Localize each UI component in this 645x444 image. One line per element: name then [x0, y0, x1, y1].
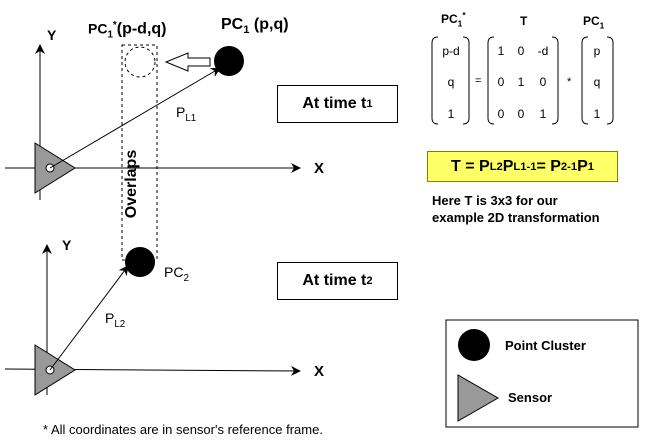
matrix-mid-1-0: 0: [497, 75, 505, 89]
matrix-left-0: p-d: [442, 44, 460, 58]
sensor-bottom-icon: [34, 344, 76, 396]
matrix-times: *: [567, 76, 572, 88]
matrix-right-2: 1: [593, 107, 601, 121]
pc1-star-label: PC1*(p-d,q): [88, 20, 167, 41]
matrix-equals: =: [475, 75, 482, 87]
bracket-left-open: [431, 36, 439, 125]
bracket-right-open: [581, 36, 589, 125]
legend-sensor-icon: [457, 374, 500, 422]
matrix-header-left: PC1*: [441, 10, 466, 29]
matrix-mid-0-1: 0: [517, 44, 525, 58]
vector-pl1: [49, 67, 221, 169]
bracket-right-close: [606, 36, 614, 125]
pl2-label: PL2: [105, 310, 126, 330]
matrix-header-right: PC1: [583, 14, 605, 31]
sensor-top-icon: [34, 142, 76, 194]
matrix-mid-1-1: 1: [517, 75, 525, 89]
bracket-mid-close: [551, 36, 559, 125]
matrix-mid-0-0: 1: [497, 44, 505, 58]
matrix-mid-2-2: 1: [539, 107, 547, 121]
transform-formula: T = P L2 P L1 -1 = P 2 -1 P 1: [427, 151, 618, 182]
note-text: Here T is 3x3 for our example 2D transfo…: [432, 193, 600, 225]
x-axis-top-label: X: [314, 160, 325, 177]
y-axis-top-label: Y: [47, 27, 57, 43]
matrix-mid-2-0: 0: [497, 107, 505, 121]
matrix-mid-2-1: 0: [517, 107, 525, 121]
matrix-left-1: q: [447, 75, 455, 89]
x-axis-bottom-label: X: [314, 363, 325, 380]
bracket-left-close: [462, 36, 470, 125]
point-cluster-pc1-star: [124, 46, 156, 78]
vector-pl2: [49, 265, 129, 371]
bracket-mid-open: [487, 36, 495, 125]
legend-point-cluster-icon: [458, 329, 490, 361]
point-cluster-pc1: [214, 46, 244, 76]
legend-sensor-label: Sensor: [508, 390, 553, 405]
legend-point-cluster-label: Point Cluster: [505, 338, 586, 353]
matrix-header-mid: T: [520, 14, 528, 28]
translation-arrow-icon: [164, 52, 211, 72]
y-axis-bottom-label: Y: [62, 237, 72, 253]
overlaps-label: Overlaps: [123, 149, 140, 219]
overlap-region: [121, 44, 158, 261]
footnote: * All coordinates are in sensor's refere…: [43, 422, 323, 437]
pl1-label: PL1: [176, 104, 197, 124]
matrix-right-0: p: [593, 44, 601, 58]
pc1-label: PC1 (p,q): [221, 16, 289, 37]
matrix-mid-1-2: 0: [539, 75, 547, 89]
matrix-right-1: q: [593, 75, 601, 89]
matrix-mid-0-2: -d: [537, 44, 549, 58]
matrix-left-2: 1: [447, 107, 455, 121]
point-cluster-pc2: [125, 247, 155, 277]
pc2-label: PC2: [164, 264, 189, 284]
